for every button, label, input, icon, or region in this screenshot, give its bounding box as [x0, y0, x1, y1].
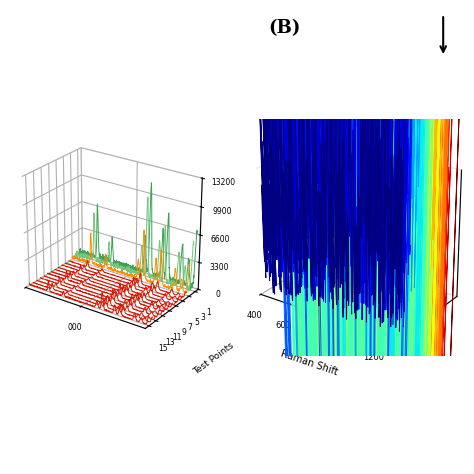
Text: (B): (B) [268, 19, 301, 37]
Y-axis label: Test Points: Test Points [192, 341, 236, 376]
X-axis label: Raman Shift: Raman Shift [279, 348, 339, 377]
